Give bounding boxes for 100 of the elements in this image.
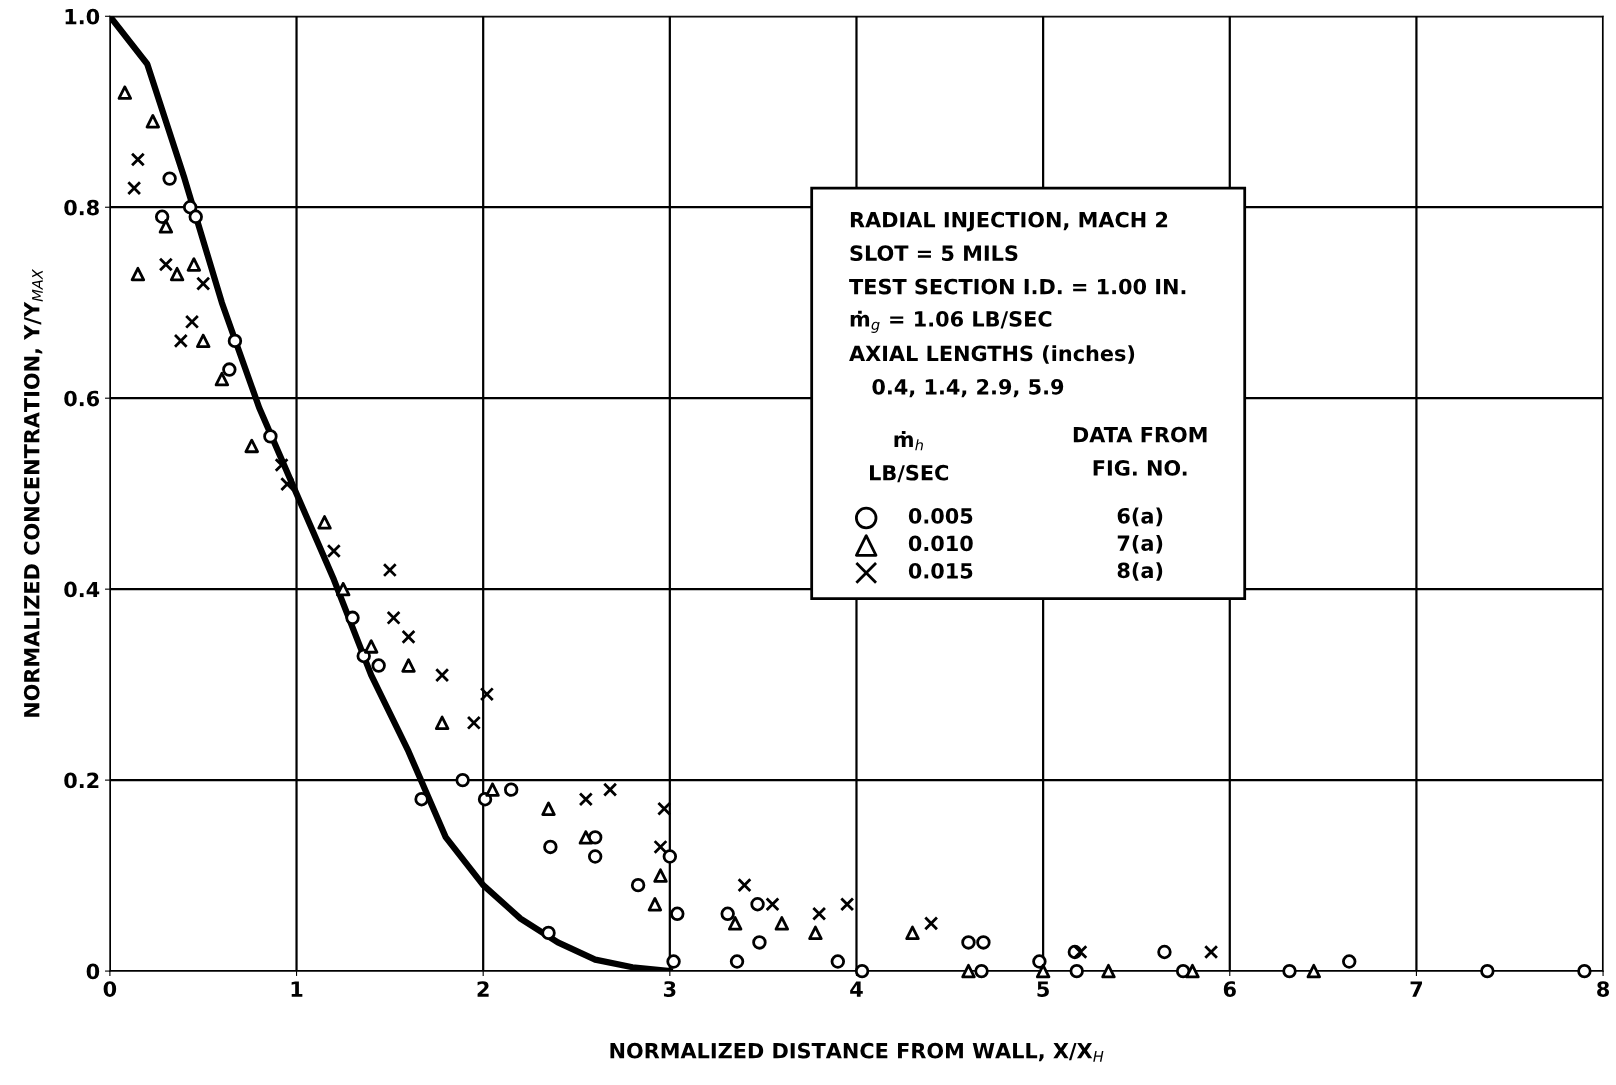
point <box>434 715 450 731</box>
legend-label: 0.015 <box>908 562 973 579</box>
legend-label: 0.005 <box>908 508 973 524</box>
annotation: ṁ$_{h}$ <box>894 431 923 451</box>
point <box>184 314 200 330</box>
x-tick-label: 5 <box>1037 981 1049 997</box>
y-tick-label: 0.2 <box>64 772 99 789</box>
annotation: TEST SECTION I.D. = 1.00 IN. <box>849 278 1186 295</box>
point <box>657 801 672 816</box>
point <box>752 935 767 950</box>
point <box>854 963 870 979</box>
point <box>364 639 379 654</box>
point <box>1157 944 1172 960</box>
point <box>196 333 211 349</box>
point <box>737 877 752 893</box>
point <box>227 333 243 349</box>
point <box>750 897 765 912</box>
annotation: LB/SEC <box>870 464 949 483</box>
point <box>1203 944 1219 960</box>
point <box>466 715 482 731</box>
point <box>961 935 976 950</box>
point <box>1282 963 1297 979</box>
point <box>830 954 846 969</box>
point <box>222 362 237 377</box>
x-tick-label: 8 <box>1597 981 1610 997</box>
point <box>280 476 295 492</box>
point <box>587 849 603 864</box>
point <box>336 581 351 597</box>
point <box>455 772 470 788</box>
point <box>630 877 646 893</box>
point <box>169 266 185 282</box>
point <box>647 897 663 912</box>
annotation: FIG. NO. <box>1093 460 1187 476</box>
point <box>1073 944 1088 960</box>
x-tick-label: 1 <box>291 981 303 997</box>
point <box>173 333 189 349</box>
point <box>1577 963 1592 979</box>
point <box>543 839 558 855</box>
annotation: 7(a) <box>1117 534 1163 554</box>
point <box>541 925 556 941</box>
y-tick-label: 0.6 <box>64 390 100 407</box>
annotation: 0.4, 1.4, 2.9, 5.9 <box>872 378 1064 398</box>
point <box>326 543 342 559</box>
legend-label: 0.010 <box>908 535 973 552</box>
point <box>729 954 745 969</box>
point <box>126 180 142 196</box>
point <box>503 782 519 797</box>
point <box>188 209 203 224</box>
point <box>158 219 174 234</box>
point <box>401 629 416 645</box>
point <box>1101 963 1116 979</box>
point <box>196 276 211 291</box>
point <box>345 610 360 625</box>
point <box>662 849 678 864</box>
point <box>386 610 401 625</box>
point <box>434 667 450 683</box>
point <box>774 916 790 931</box>
point <box>1306 963 1321 979</box>
annotation: 8(a) <box>1117 562 1163 581</box>
point <box>808 925 823 941</box>
x-tick-label: 7 <box>1410 981 1423 997</box>
point <box>1342 954 1357 969</box>
point <box>727 916 743 931</box>
x-tick-label: 0 <box>103 981 117 997</box>
y-axis-title: NORMALIZED CONCENTRATION, Y/Y$_{MAX}$ <box>23 268 43 717</box>
point <box>811 906 827 921</box>
point <box>479 686 495 702</box>
point <box>653 868 668 883</box>
point <box>317 515 332 530</box>
x-tick-label: 6 <box>1223 981 1236 997</box>
point <box>382 562 398 578</box>
point <box>414 792 429 807</box>
point <box>578 830 594 845</box>
point <box>371 658 386 673</box>
annotation: RADIAL INJECTION, MACH 2 <box>850 211 1168 232</box>
point <box>186 257 202 272</box>
point <box>117 85 133 100</box>
annotation: 6(a) <box>1117 507 1163 527</box>
x-tick-label: 4 <box>850 981 863 997</box>
point <box>923 916 939 931</box>
point <box>670 906 685 921</box>
point <box>130 266 146 282</box>
point <box>162 171 177 186</box>
point <box>274 457 289 473</box>
y-tick-label: 1.0 <box>65 8 100 25</box>
x-axis-title: NORMALIZED DISTANCE FROM WALL, X/X$_{H}$ <box>610 1042 1104 1062</box>
annotation: AXIAL LENGTHS (inches) <box>849 345 1135 364</box>
point <box>905 925 920 941</box>
y-tick-label: 0.4 <box>64 581 100 598</box>
point <box>653 839 668 855</box>
y-tick-label: 0.8 <box>64 199 99 216</box>
point <box>1069 963 1084 979</box>
annotation: DATA FROM <box>1073 426 1207 443</box>
x-tick-label: 3 <box>663 981 676 997</box>
point <box>244 438 259 454</box>
x-tick-label: 2 <box>477 981 489 997</box>
point <box>1480 963 1495 979</box>
point <box>154 209 170 224</box>
point <box>401 658 416 673</box>
point <box>263 429 278 444</box>
